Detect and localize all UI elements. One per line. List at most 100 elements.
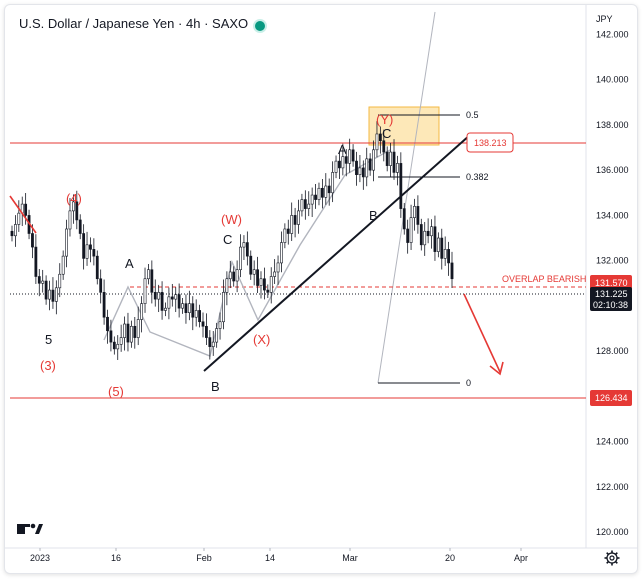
candle-body	[24, 203, 28, 216]
candle-body	[426, 230, 430, 237]
candle-body	[307, 203, 311, 209]
candle-body	[157, 292, 161, 300]
candle-body	[222, 292, 225, 323]
candle-body	[242, 242, 246, 248]
candle-body	[218, 321, 222, 329]
candle-body	[89, 244, 92, 250]
candle-body	[300, 199, 304, 212]
candle-body	[167, 296, 171, 309]
chart-title: U.S. Dollar / Japanese Yen · 4h · SAXO	[19, 16, 249, 31]
candle-body	[344, 156, 348, 164]
price-tick-label: 124.000	[596, 437, 629, 447]
candle-body	[399, 163, 403, 209]
candle-body	[365, 158, 369, 178]
current-price-text: 131.225	[595, 289, 628, 299]
candle-body	[85, 244, 89, 259]
fib-label-0.382: 0.382	[466, 172, 489, 182]
candle-body	[10, 230, 14, 237]
uptrend-line	[203, 134, 471, 372]
wave-label-5-minor: 5	[45, 332, 52, 347]
candle-body	[273, 271, 277, 277]
resistance-price-box: 138.213	[466, 132, 514, 153]
candle-body	[317, 187, 321, 200]
candle-body	[286, 228, 290, 234]
arrow-head	[489, 361, 504, 376]
candle-body	[385, 151, 389, 166]
candle-body	[136, 319, 140, 338]
candle-body	[303, 199, 307, 209]
candle-body	[95, 255, 99, 280]
candle-body	[143, 278, 147, 304]
wave-label-x: (X)	[253, 332, 270, 347]
wave-label-w: (W)	[221, 212, 242, 227]
time-tick-label: 20	[445, 553, 455, 563]
candle-body	[153, 292, 157, 300]
candle-body	[368, 158, 372, 171]
wave-path-left	[103, 149, 391, 357]
wave-label-5: (5)	[108, 384, 124, 399]
candle-body	[433, 226, 437, 252]
wave-label-c2: C	[382, 126, 391, 141]
candle-body	[430, 226, 433, 237]
candle-body	[228, 271, 232, 280]
candle-body	[102, 292, 106, 318]
candle-body	[331, 172, 335, 194]
candle-body	[68, 210, 72, 230]
candle-body	[198, 310, 201, 323]
candle-body	[150, 269, 154, 293]
candle-body	[269, 276, 273, 293]
candle-body	[140, 303, 144, 320]
current-price-tag: 131.225 02:10:38	[590, 287, 632, 311]
time-tick-label: 2023	[30, 553, 50, 563]
candle-body	[413, 206, 416, 218]
candle-body	[290, 215, 294, 234]
candle-body	[61, 255, 65, 275]
candle-body	[324, 185, 328, 198]
candle-body	[334, 160, 338, 173]
candle-body	[65, 228, 68, 257]
candle-body	[164, 307, 167, 311]
candle-body	[201, 321, 205, 327]
candle-body	[123, 323, 126, 338]
candle-body	[82, 233, 86, 259]
candle-body	[314, 194, 317, 200]
candle-body	[48, 289, 51, 300]
candle-body	[194, 310, 198, 318]
price-tick-label: 132.000	[596, 256, 629, 266]
candle-body	[327, 185, 331, 194]
currency-label: JPY	[596, 14, 613, 24]
candle-body	[232, 271, 236, 282]
candle-body	[402, 208, 406, 230]
wave-label-b1: B	[211, 379, 220, 394]
candle-body	[75, 201, 79, 221]
countdown-timer: 02:10:38	[593, 300, 628, 310]
candle-body	[392, 151, 396, 173]
candle-body	[259, 278, 263, 286]
candle-body	[51, 289, 55, 302]
candle-body	[239, 246, 242, 271]
price-tick-label: 136.000	[596, 165, 629, 175]
chart-frame: U.S. Dollar / Japanese Yen · 4h · SAXO	[4, 4, 638, 574]
candle-body	[215, 328, 219, 343]
candle-body	[396, 163, 399, 173]
time-tick-label: 14	[265, 553, 275, 563]
candle-body	[44, 280, 48, 300]
candle-body	[276, 262, 280, 273]
time-axis[interactable]: 2023 16 Feb 14 Mar 20 Apr	[30, 548, 528, 563]
candle-body	[41, 280, 45, 284]
candle-body	[211, 341, 215, 347]
price-tick-label: 128.000	[596, 346, 629, 356]
time-tick-label: 16	[111, 553, 121, 563]
candle-body	[245, 242, 249, 257]
candle-body	[283, 228, 287, 243]
candle-body	[170, 296, 174, 300]
candle-body	[181, 303, 184, 309]
candle-body	[116, 344, 120, 350]
candle-body	[416, 206, 420, 225]
candle-body	[263, 278, 266, 291]
bearish-projection-arrow	[463, 293, 501, 373]
gear-icon[interactable]	[604, 550, 620, 566]
candle-body	[92, 249, 96, 257]
candle-body	[249, 255, 253, 275]
